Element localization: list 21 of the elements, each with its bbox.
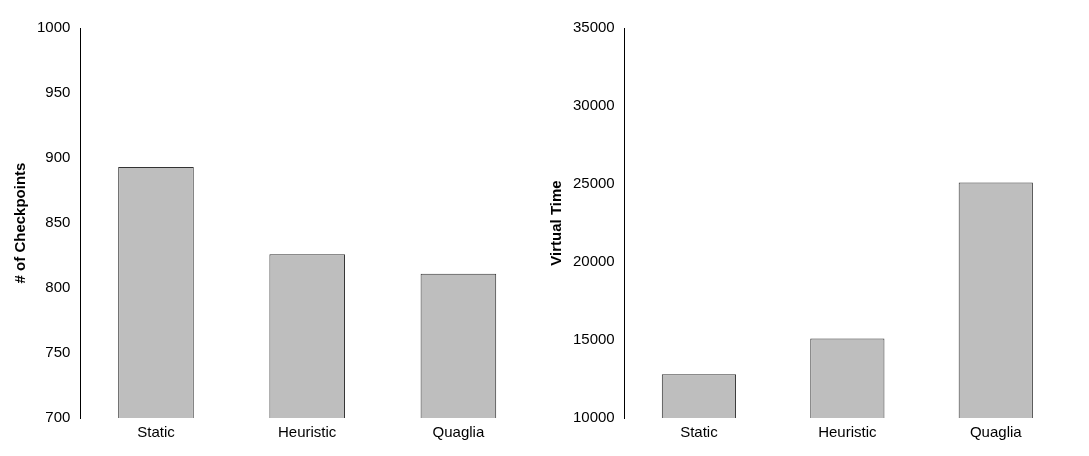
y-tick-label: 900 bbox=[45, 148, 71, 166]
y-tick-label: 950 bbox=[45, 83, 71, 101]
y-tick-label: 850 bbox=[45, 213, 71, 231]
x-tick-label: Heuristic bbox=[818, 423, 878, 441]
y-tick-label: 30000 bbox=[572, 96, 615, 114]
y-tick-label: 10000 bbox=[572, 408, 615, 426]
y-tick-label: 800 bbox=[45, 278, 71, 296]
x-tick-label: Static bbox=[137, 423, 176, 441]
y-tick-label: 750 bbox=[45, 343, 71, 361]
y-tick-label: 1000 bbox=[36, 18, 71, 36]
y-tick-label: 15000 bbox=[572, 330, 615, 348]
y-tick-label: 20000 bbox=[572, 252, 615, 270]
y-axis-title: # of Checkpoints bbox=[11, 162, 29, 284]
y-tick-label: 700 bbox=[45, 408, 71, 426]
x-tick-label: Quaglia bbox=[969, 423, 1023, 441]
y-axis-title: Virtual Time bbox=[547, 180, 565, 266]
x-tick-label: Static bbox=[680, 423, 719, 441]
x-tick-label: Quaglia bbox=[432, 423, 485, 441]
y-tick-label: 35000 bbox=[572, 18, 615, 36]
y-tick-label: 25000 bbox=[572, 174, 615, 192]
x-tick-label: Heuristic bbox=[278, 423, 337, 441]
